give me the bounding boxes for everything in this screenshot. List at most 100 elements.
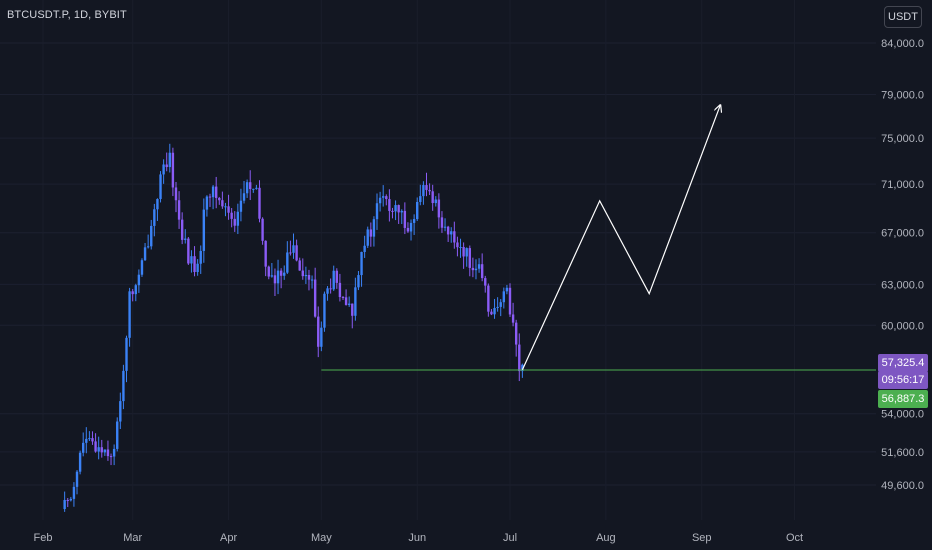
candle-body bbox=[69, 498, 73, 501]
x-tick-label: Sep bbox=[692, 532, 712, 544]
candle-body bbox=[66, 499, 69, 501]
candle-body bbox=[295, 245, 298, 261]
y-tick-label: 54,000.0 bbox=[881, 409, 924, 421]
candle-body bbox=[369, 229, 373, 237]
candle-body bbox=[310, 279, 314, 281]
candle-body bbox=[409, 222, 413, 232]
candle-body bbox=[487, 285, 490, 312]
candle-body bbox=[264, 240, 267, 267]
candle-body bbox=[289, 252, 292, 254]
candle-body bbox=[406, 227, 410, 232]
y-tick-label: 75,000.0 bbox=[881, 133, 924, 145]
candle-body bbox=[462, 247, 465, 257]
candle-body bbox=[258, 187, 261, 219]
candle-body bbox=[196, 263, 199, 273]
candle-body bbox=[521, 364, 524, 372]
candle-body bbox=[434, 199, 437, 204]
candle-body bbox=[134, 285, 137, 295]
candle-body bbox=[484, 278, 487, 286]
candle-body bbox=[88, 438, 91, 440]
candle-body bbox=[242, 193, 246, 201]
candle-body bbox=[202, 209, 206, 251]
candle-body bbox=[490, 311, 493, 315]
candle-body bbox=[85, 438, 88, 443]
candle-body bbox=[378, 197, 382, 204]
candle-body bbox=[292, 245, 295, 253]
candle-body bbox=[137, 274, 141, 286]
candle-body bbox=[224, 206, 227, 208]
candle-body bbox=[446, 226, 450, 235]
y-tick-label: 71,000.0 bbox=[881, 179, 924, 191]
candle-body bbox=[419, 196, 422, 202]
candle-body bbox=[168, 152, 172, 168]
candle-body bbox=[332, 270, 335, 290]
candle-body bbox=[140, 260, 144, 275]
candle-body bbox=[122, 370, 125, 402]
candle-body bbox=[82, 442, 85, 453]
candle-body bbox=[94, 441, 97, 452]
candle-body bbox=[91, 438, 94, 442]
candle-body bbox=[338, 282, 342, 298]
candle-body bbox=[276, 270, 280, 284]
candle-body bbox=[450, 231, 453, 235]
candle-body bbox=[249, 182, 252, 190]
candle-body bbox=[230, 212, 233, 219]
candle-body bbox=[131, 291, 134, 295]
candle-body bbox=[180, 219, 184, 240]
y-tick-label: 79,000.0 bbox=[881, 89, 924, 101]
candle-body bbox=[279, 270, 283, 276]
candle-body bbox=[119, 401, 122, 422]
candle-body bbox=[443, 226, 447, 228]
candle-body bbox=[508, 287, 512, 315]
y-tick-label: 63,000.0 bbox=[881, 279, 924, 291]
candle-body bbox=[375, 203, 379, 220]
candle-body bbox=[109, 456, 113, 458]
x-tick-label: May bbox=[311, 532, 332, 544]
candle-body bbox=[261, 218, 264, 241]
candle-body bbox=[344, 297, 348, 305]
candle-body bbox=[304, 274, 308, 277]
candle-body bbox=[341, 297, 345, 299]
candle-body bbox=[453, 231, 456, 243]
candle-body bbox=[502, 291, 506, 303]
candle-body bbox=[187, 238, 190, 264]
candle-body bbox=[174, 187, 178, 201]
candle-body bbox=[78, 452, 82, 472]
candle-body bbox=[493, 307, 496, 315]
y-tick-label: 49,600.0 bbox=[881, 480, 924, 492]
y-tick-label: 67,000.0 bbox=[881, 228, 924, 240]
candle-body bbox=[128, 291, 131, 338]
candle-body bbox=[273, 275, 277, 284]
x-tick-label: Apr bbox=[220, 532, 237, 544]
x-tick-label: Aug bbox=[596, 532, 616, 544]
candle-body bbox=[360, 251, 363, 276]
candle-body bbox=[412, 219, 416, 223]
candle-body bbox=[106, 449, 110, 457]
candle-body bbox=[218, 197, 221, 201]
candle-body bbox=[146, 246, 150, 248]
candle-body bbox=[456, 242, 459, 248]
candle-body bbox=[199, 250, 202, 264]
candle-body bbox=[301, 270, 304, 277]
candle-body bbox=[267, 266, 270, 277]
candle-body bbox=[329, 288, 332, 290]
candle-body bbox=[227, 206, 230, 213]
x-tick-label: Jun bbox=[408, 532, 426, 544]
candle-body bbox=[394, 205, 397, 212]
candle-body bbox=[208, 196, 212, 198]
candle-body bbox=[323, 293, 326, 328]
candle-body bbox=[422, 185, 425, 197]
candle-body bbox=[221, 200, 224, 207]
candle-body bbox=[511, 314, 515, 323]
candle-body bbox=[425, 185, 428, 190]
candle-body bbox=[465, 248, 468, 257]
currency-button[interactable]: USDT bbox=[884, 6, 922, 28]
symbol-title[interactable]: BTCUSDT.P, 1D, BYBIT bbox=[7, 9, 127, 21]
candle-body bbox=[505, 287, 509, 292]
candle-body bbox=[190, 256, 193, 264]
candle-body bbox=[307, 274, 311, 280]
support-price-tag: 56,887.3 bbox=[878, 390, 928, 408]
candle-body bbox=[474, 268, 478, 271]
